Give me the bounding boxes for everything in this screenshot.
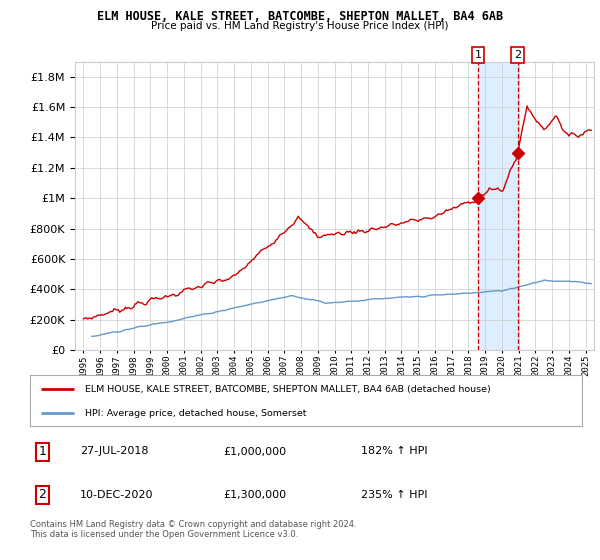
Bar <box>478 62 518 350</box>
Text: Contains HM Land Registry data © Crown copyright and database right 2024.
This d: Contains HM Land Registry data © Crown c… <box>30 520 356 539</box>
Text: £1,000,000: £1,000,000 <box>223 446 286 456</box>
Text: £1,300,000: £1,300,000 <box>223 489 286 500</box>
Text: ELM HOUSE, KALE STREET, BATCOMBE, SHEPTON MALLET, BA4 6AB (detached house): ELM HOUSE, KALE STREET, BATCOMBE, SHEPTO… <box>85 385 491 394</box>
Text: 235% ↑ HPI: 235% ↑ HPI <box>361 489 428 500</box>
Text: 27-JUL-2018: 27-JUL-2018 <box>80 446 148 456</box>
Text: 10-DEC-2020: 10-DEC-2020 <box>80 489 153 500</box>
Text: 1: 1 <box>38 445 46 458</box>
Text: 182% ↑ HPI: 182% ↑ HPI <box>361 446 428 456</box>
Text: ELM HOUSE, KALE STREET, BATCOMBE, SHEPTON MALLET, BA4 6AB: ELM HOUSE, KALE STREET, BATCOMBE, SHEPTO… <box>97 10 503 23</box>
Text: Price paid vs. HM Land Registry's House Price Index (HPI): Price paid vs. HM Land Registry's House … <box>151 21 449 31</box>
Text: 2: 2 <box>38 488 46 501</box>
Text: 2: 2 <box>514 50 521 60</box>
Text: 1: 1 <box>475 50 481 60</box>
Text: HPI: Average price, detached house, Somerset: HPI: Average price, detached house, Some… <box>85 408 307 418</box>
